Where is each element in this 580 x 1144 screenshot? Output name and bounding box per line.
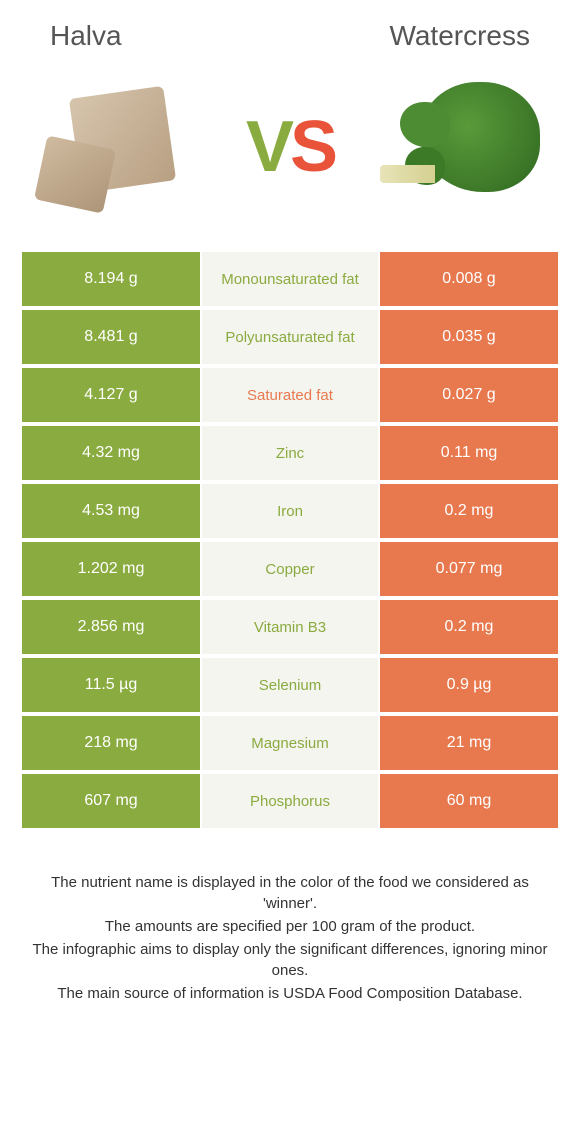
left-value: 4.53 mg xyxy=(22,484,200,538)
table-row: 607 mgPhosphorus60 mg xyxy=(22,774,558,828)
left-value: 4.127 g xyxy=(22,368,200,422)
footer-line: The nutrient name is displayed in the co… xyxy=(30,872,550,914)
left-value: 8.194 g xyxy=(22,252,200,306)
comparison-table: 8.194 gMonounsaturated fat0.008 g8.481 g… xyxy=(0,252,580,828)
halva-image xyxy=(30,77,200,217)
table-row: 11.5 µgSelenium0.9 µg xyxy=(22,658,558,712)
right-value: 21 mg xyxy=(380,716,558,770)
nutrient-label: Phosphorus xyxy=(202,774,378,828)
nutrient-label: Saturated fat xyxy=(202,368,378,422)
nutrient-label: Iron xyxy=(202,484,378,538)
header: Halva Watercress xyxy=(0,0,580,62)
left-value: 4.32 mg xyxy=(22,426,200,480)
right-value: 0.027 g xyxy=(380,368,558,422)
left-value: 8.481 g xyxy=(22,310,200,364)
footer-line: The infographic aims to display only the… xyxy=(30,939,550,981)
left-value: 2.856 mg xyxy=(22,600,200,654)
right-value: 0.008 g xyxy=(380,252,558,306)
nutrient-label: Magnesium xyxy=(202,716,378,770)
right-value: 0.077 mg xyxy=(380,542,558,596)
table-row: 4.32 mgZinc0.11 mg xyxy=(22,426,558,480)
left-value: 1.202 mg xyxy=(22,542,200,596)
table-row: 8.194 gMonounsaturated fat0.008 g xyxy=(22,252,558,306)
table-row: 4.127 gSaturated fat0.027 g xyxy=(22,368,558,422)
watercress-image xyxy=(380,77,550,217)
footer-line: The main source of information is USDA F… xyxy=(30,983,550,1004)
nutrient-label: Selenium xyxy=(202,658,378,712)
left-value: 607 mg xyxy=(22,774,200,828)
vs-s: S xyxy=(290,107,334,187)
right-value: 0.035 g xyxy=(380,310,558,364)
vs-v: V xyxy=(246,107,290,187)
infographic: Halva Watercress VS 8.194 gMonounsaturat… xyxy=(0,0,580,1004)
nutrient-label: Copper xyxy=(202,542,378,596)
nutrient-label: Polyunsaturated fat xyxy=(202,310,378,364)
right-value: 60 mg xyxy=(380,774,558,828)
left-food-title: Halva xyxy=(50,20,122,52)
footer-line: The amounts are specified per 100 gram o… xyxy=(30,916,550,937)
right-value: 0.9 µg xyxy=(380,658,558,712)
vs-label: VS xyxy=(246,106,334,188)
right-food-title: Watercress xyxy=(389,20,530,52)
nutrient-label: Vitamin B3 xyxy=(202,600,378,654)
nutrient-label: Monounsaturated fat xyxy=(202,252,378,306)
table-row: 218 mgMagnesium21 mg xyxy=(22,716,558,770)
right-value: 0.11 mg xyxy=(380,426,558,480)
table-row: 8.481 gPolyunsaturated fat0.035 g xyxy=(22,310,558,364)
right-value: 0.2 mg xyxy=(380,484,558,538)
right-value: 0.2 mg xyxy=(380,600,558,654)
footer-notes: The nutrient name is displayed in the co… xyxy=(0,832,580,1004)
table-row: 1.202 mgCopper0.077 mg xyxy=(22,542,558,596)
nutrient-label: Zinc xyxy=(202,426,378,480)
table-row: 4.53 mgIron0.2 mg xyxy=(22,484,558,538)
left-value: 11.5 µg xyxy=(22,658,200,712)
table-row: 2.856 mgVitamin B30.2 mg xyxy=(22,600,558,654)
visual-row: VS xyxy=(0,62,580,252)
left-value: 218 mg xyxy=(22,716,200,770)
